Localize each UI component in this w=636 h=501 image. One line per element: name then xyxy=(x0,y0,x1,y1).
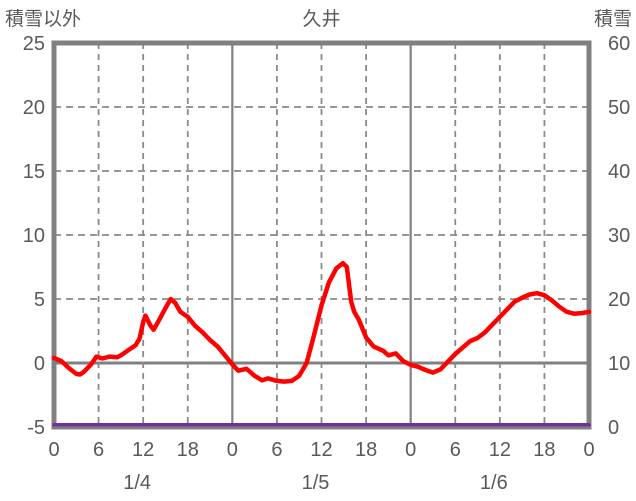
left-axis-tick-5: 5 xyxy=(34,289,45,311)
hour-tick-label: 18 xyxy=(177,439,199,461)
right-axis-tick-0: 0 xyxy=(608,417,619,439)
hour-tick-label: 12 xyxy=(132,439,154,461)
left-axis-tick-20: 20 xyxy=(23,97,45,119)
hour-tick-label: 0 xyxy=(48,439,59,461)
date-label: 1/4 xyxy=(123,472,151,494)
right-axis-tick-60: 60 xyxy=(608,33,630,55)
hour-tick-label: 0 xyxy=(227,439,238,461)
right-axis-tick-30: 30 xyxy=(608,225,630,247)
left-axis-tick--5: -5 xyxy=(27,417,45,439)
hour-tick-label: 18 xyxy=(355,439,377,461)
hour-tick-label: 0 xyxy=(405,439,416,461)
date-label: 1/6 xyxy=(480,472,508,494)
right-axis-tick-50: 50 xyxy=(608,97,630,119)
hour-tick-label: 0 xyxy=(583,439,594,461)
left-axis-tick-25: 25 xyxy=(23,33,45,55)
plot-border xyxy=(51,40,592,430)
right-axis-tick-20: 20 xyxy=(608,289,630,311)
right-axis-tick-40: 40 xyxy=(608,161,630,183)
left-axis-title: 積雪以外 xyxy=(5,9,82,30)
hour-tick-label: 12 xyxy=(489,439,511,461)
hour-tick-label: 18 xyxy=(533,439,555,461)
right-axis-tick-10: 10 xyxy=(608,353,630,375)
hour-tick-label: 6 xyxy=(450,439,461,461)
right-axis-title: 積雪 xyxy=(593,9,632,30)
left-axis-tick-15: 15 xyxy=(23,161,45,183)
left-axis-tick-0: 0 xyxy=(34,353,45,375)
series-line-non-snow xyxy=(51,260,592,384)
left-axis-tick-10: 10 xyxy=(23,225,45,247)
hour-tick-label: 12 xyxy=(310,439,332,461)
hour-tick-label: 6 xyxy=(271,439,282,461)
chart-title: 久井 xyxy=(302,9,341,30)
hour-tick-label: 6 xyxy=(93,439,104,461)
date-label: 1/5 xyxy=(302,472,330,494)
